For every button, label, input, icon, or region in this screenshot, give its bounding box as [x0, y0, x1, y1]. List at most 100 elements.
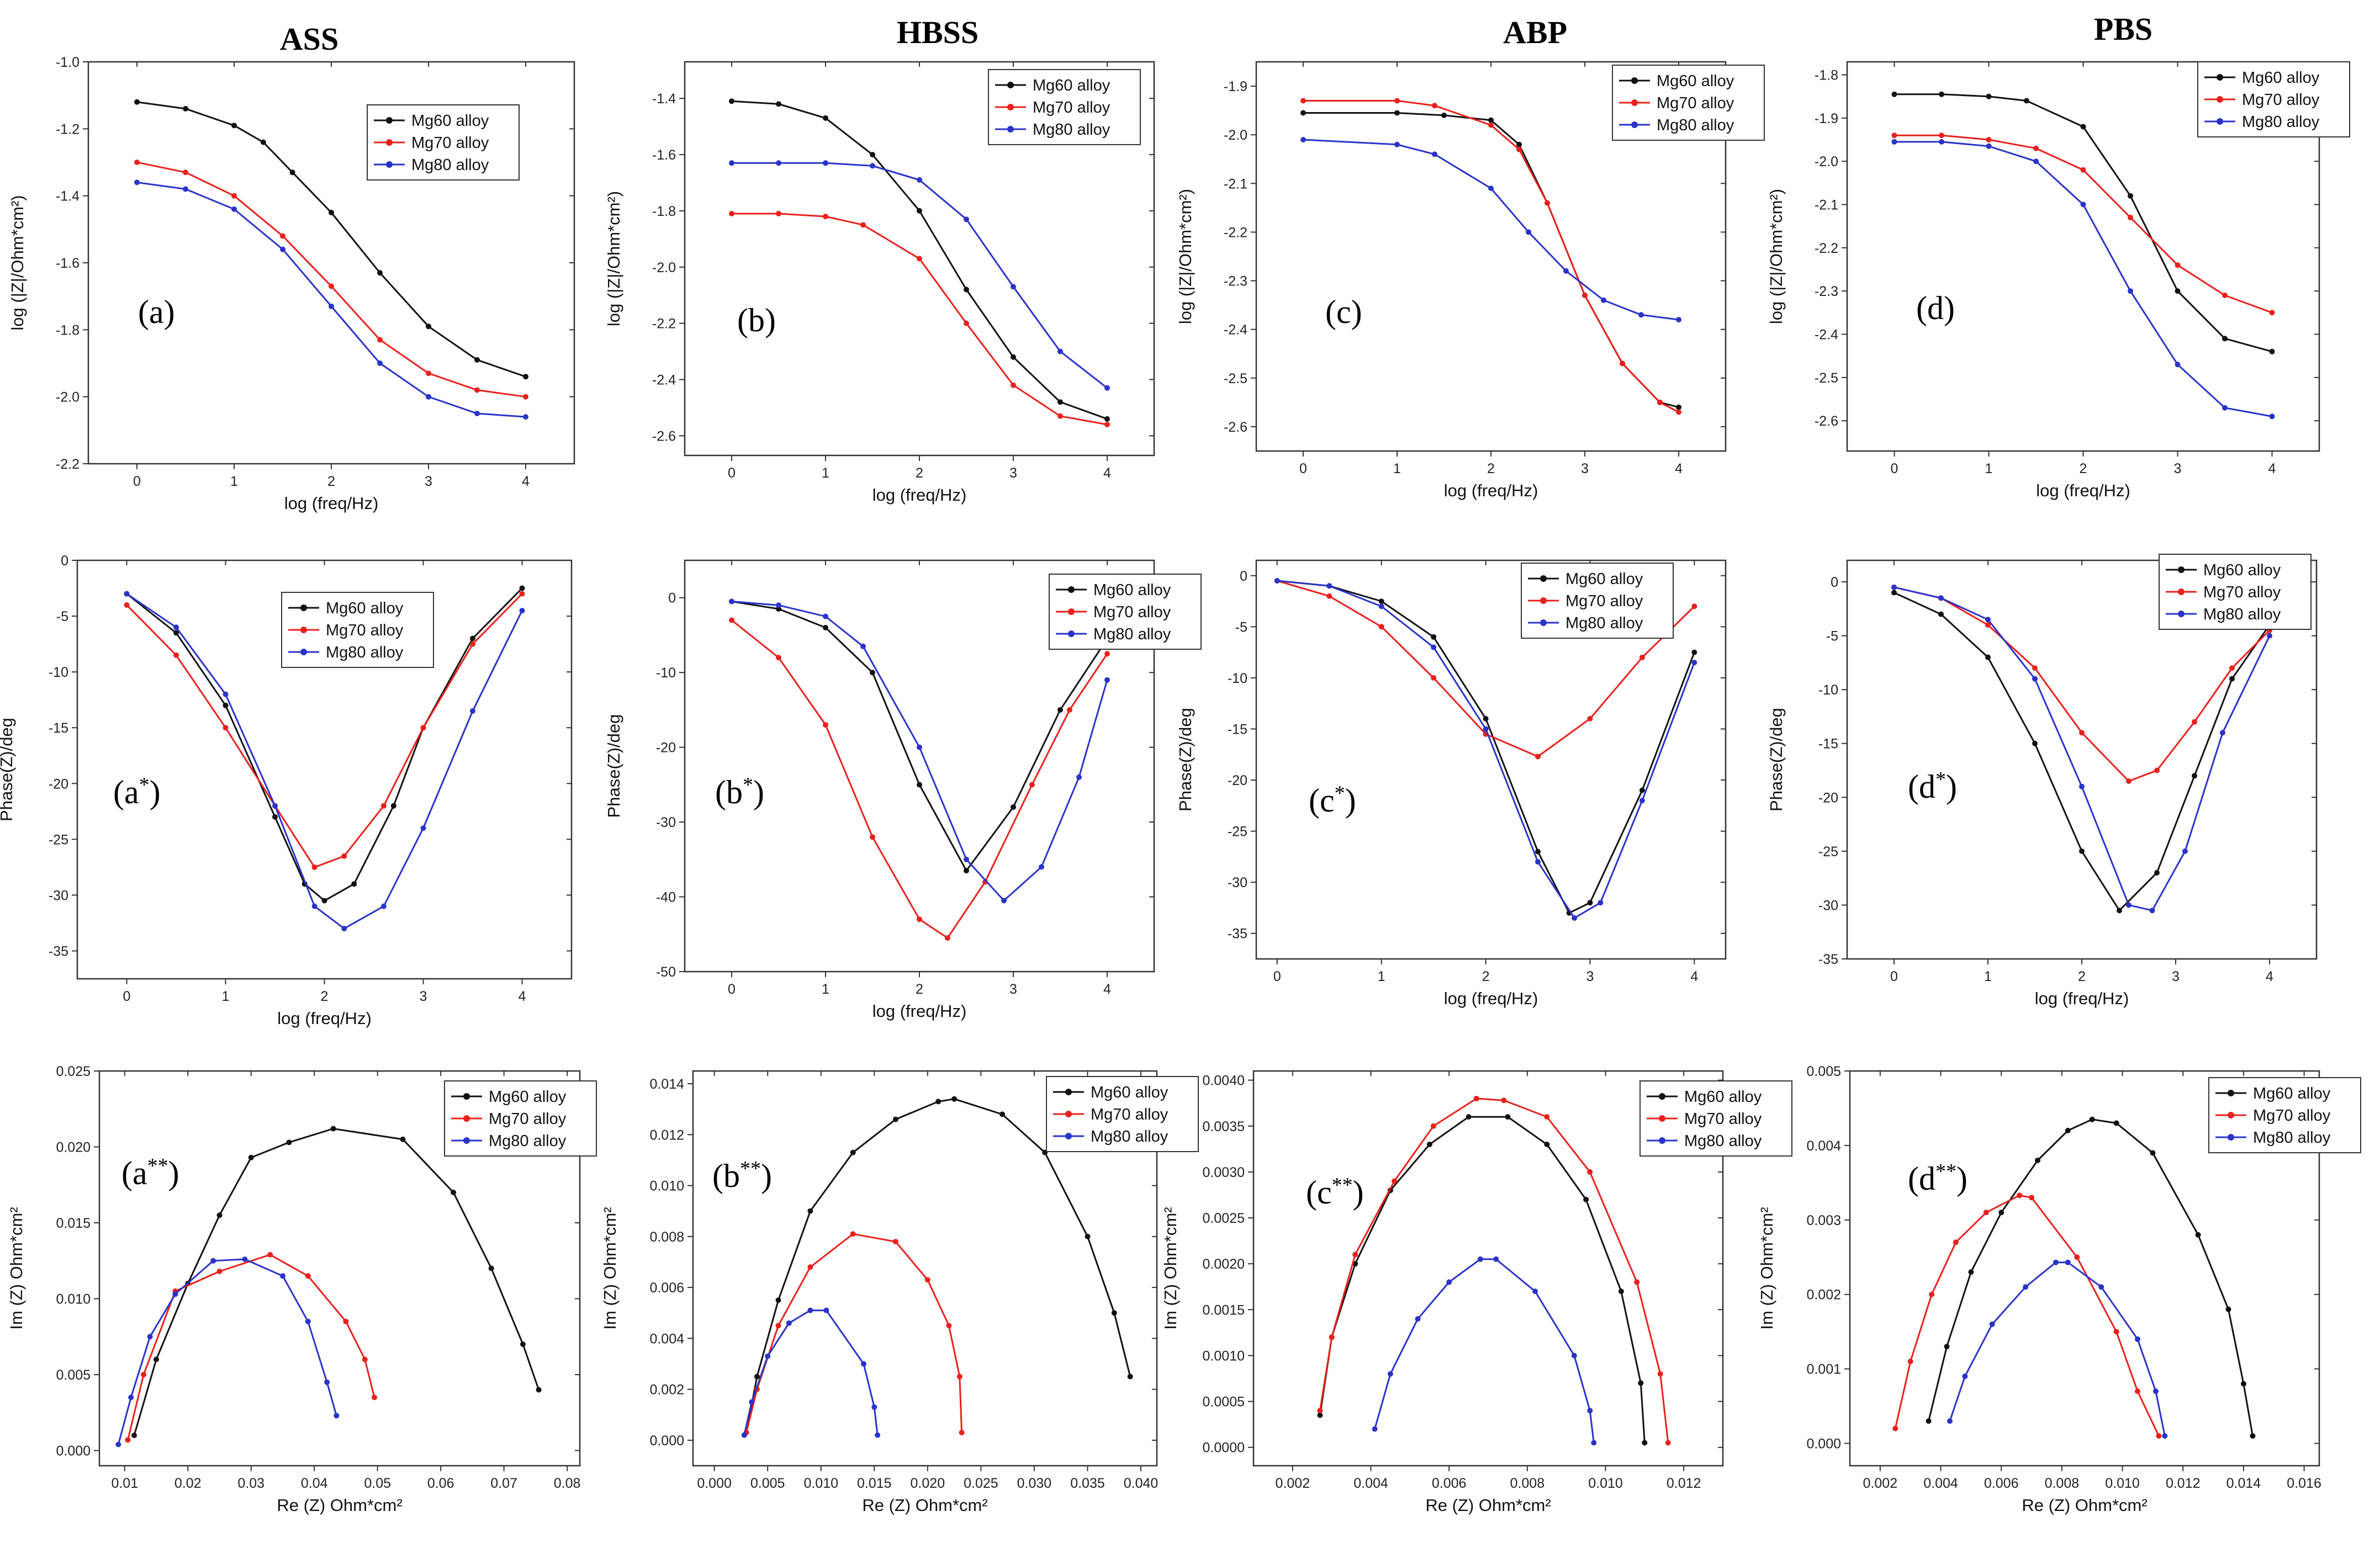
data-point: [775, 1297, 781, 1303]
data-point: [1516, 146, 1522, 152]
panels: 0 1 2 3 4 -2.2 -2.0 -1.8 -1.6 -1.4 -1.2 -1.0 log (fr…: [0, 55, 2361, 1515]
y-tick-label: 0.004: [1806, 1138, 1841, 1154]
data-point: [223, 725, 229, 731]
data-point: [1926, 1418, 1932, 1424]
y-tick-label: -1.9: [1815, 111, 1838, 126]
data-point: [1634, 1279, 1640, 1285]
data-point: [2035, 1157, 2040, 1163]
x-axis-label: Re (Z) Ohm*cm²: [1425, 1496, 1551, 1515]
series-line: [1928, 1118, 2254, 1436]
legend-entry: Mg60 alloy: [1565, 570, 1643, 588]
y-tick-label: 0.008: [649, 1229, 684, 1245]
data-point: [351, 881, 357, 887]
data-point: [311, 864, 318, 870]
data-point: [776, 160, 781, 166]
data-point: [280, 1273, 285, 1279]
data-point: [2269, 413, 2275, 420]
y-axis-label: Im (Z) Ohm*cm²: [7, 1207, 26, 1329]
legend-entry: Mg70 alloy: [2242, 91, 2320, 109]
panel-c**: 0.002 0.004 0.006 0.008 0.010 0.012 0.0000 0.00…: [1161, 1070, 1792, 1515]
legend-marker: [1065, 1133, 1072, 1139]
series-line: [1894, 141, 2272, 417]
data-point: [1505, 1114, 1511, 1120]
data-point: [474, 411, 480, 416]
x-tick-label: 0.002: [1863, 1476, 1898, 1491]
y-tick-label: -1.9: [1224, 79, 1247, 94]
plot-frame: [98, 1070, 581, 1467]
y-tick-label: 0.002: [1806, 1287, 1841, 1303]
data-point: [1392, 1178, 1397, 1184]
y-tick-label: -10: [1228, 671, 1247, 686]
y-tick-label: 0.0010: [1203, 1348, 1245, 1364]
data-point: [1944, 1344, 1950, 1350]
series-line: [136, 181, 526, 418]
legend-marker: [2217, 96, 2223, 103]
panel-label: (d): [1916, 290, 1955, 326]
data-point: [470, 708, 475, 714]
data-point: [1587, 1408, 1593, 1414]
data-point: [2074, 1254, 2080, 1260]
legend-entry: Mg80 alloy: [2242, 113, 2320, 131]
data-point: [1907, 1359, 1913, 1365]
data-point: [2225, 1306, 2231, 1312]
data-point: [216, 1212, 223, 1218]
y-tick-label: -30: [49, 888, 68, 903]
data-point: [741, 1432, 747, 1438]
data-point: [1352, 1252, 1358, 1258]
data-point: [183, 186, 188, 192]
x-tick-label: 3: [1581, 461, 1589, 476]
data-point: [286, 1139, 292, 1146]
panel-label: (c): [1325, 294, 1362, 330]
y-tick-label: 0: [668, 591, 676, 606]
legend-marker: [2178, 566, 2185, 573]
series-line: [133, 1127, 540, 1436]
legend-marker: [2178, 588, 2185, 595]
y-tick-label: -1.8: [1815, 68, 1838, 83]
legend-marker: [1065, 1089, 1072, 1095]
legend-entry: Mg60 alloy: [489, 1088, 567, 1106]
panel-d*: 0 1 2 3 4 0 -5 -10 -15 -20 -25 -30 -35 log (freq/Hz) P…: [1767, 554, 2318, 1008]
legend-marker: [2217, 74, 2223, 81]
y-tick-label: 0.010: [649, 1179, 684, 1194]
y-tick-label: 0.014: [649, 1077, 684, 1092]
y-tick-label: 0.005: [1806, 1064, 1841, 1079]
legend-entry: Mg80 alloy: [1091, 1128, 1168, 1146]
data-point: [1544, 1142, 1550, 1147]
data-point: [330, 1126, 336, 1132]
data-point: [1639, 654, 1645, 660]
legend-entry: Mg80 alloy: [1657, 116, 1734, 134]
x-tick-label: 1: [1985, 461, 1993, 476]
data-point: [1378, 603, 1384, 609]
y-axis-label: log (|Z|/Ohm*cm²): [1176, 189, 1195, 324]
data-point: [474, 357, 480, 363]
data-point: [147, 1334, 153, 1340]
data-point: [823, 722, 828, 728]
data-point: [917, 916, 922, 922]
y-tick-label: -2.4: [1815, 327, 1838, 343]
data-point: [272, 803, 278, 809]
y-tick-label: -40: [656, 890, 676, 905]
legend-marker: [2217, 118, 2223, 125]
series-line: [1374, 1258, 1595, 1443]
data-point: [488, 1265, 494, 1271]
x-axis-label: log (freq/Hz): [872, 1001, 967, 1021]
series-line: [1894, 592, 2271, 912]
x-tick-label: 4: [2268, 461, 2276, 476]
data-point: [786, 1320, 792, 1326]
data-point: [729, 211, 734, 216]
y-tick-label: -20: [1228, 773, 1247, 788]
data-point: [183, 105, 188, 112]
data-point: [1639, 798, 1645, 804]
data-point: [523, 394, 528, 400]
data-point: [2267, 633, 2272, 639]
data-point: [520, 1341, 526, 1347]
y-axis-label: Phase(Z)/deg: [1176, 708, 1195, 812]
y-tick-label: -2.6: [1815, 413, 1838, 429]
data-point: [260, 139, 266, 145]
data-point: [1676, 409, 1681, 415]
data-point: [2220, 730, 2225, 736]
legend-entry: Mg70 alloy: [2203, 584, 2281, 601]
legend-entry: Mg80 alloy: [2253, 1129, 2331, 1147]
y-tick-label: -2.3: [1815, 284, 1838, 299]
y-tick-label: -2.5: [1815, 370, 1838, 386]
